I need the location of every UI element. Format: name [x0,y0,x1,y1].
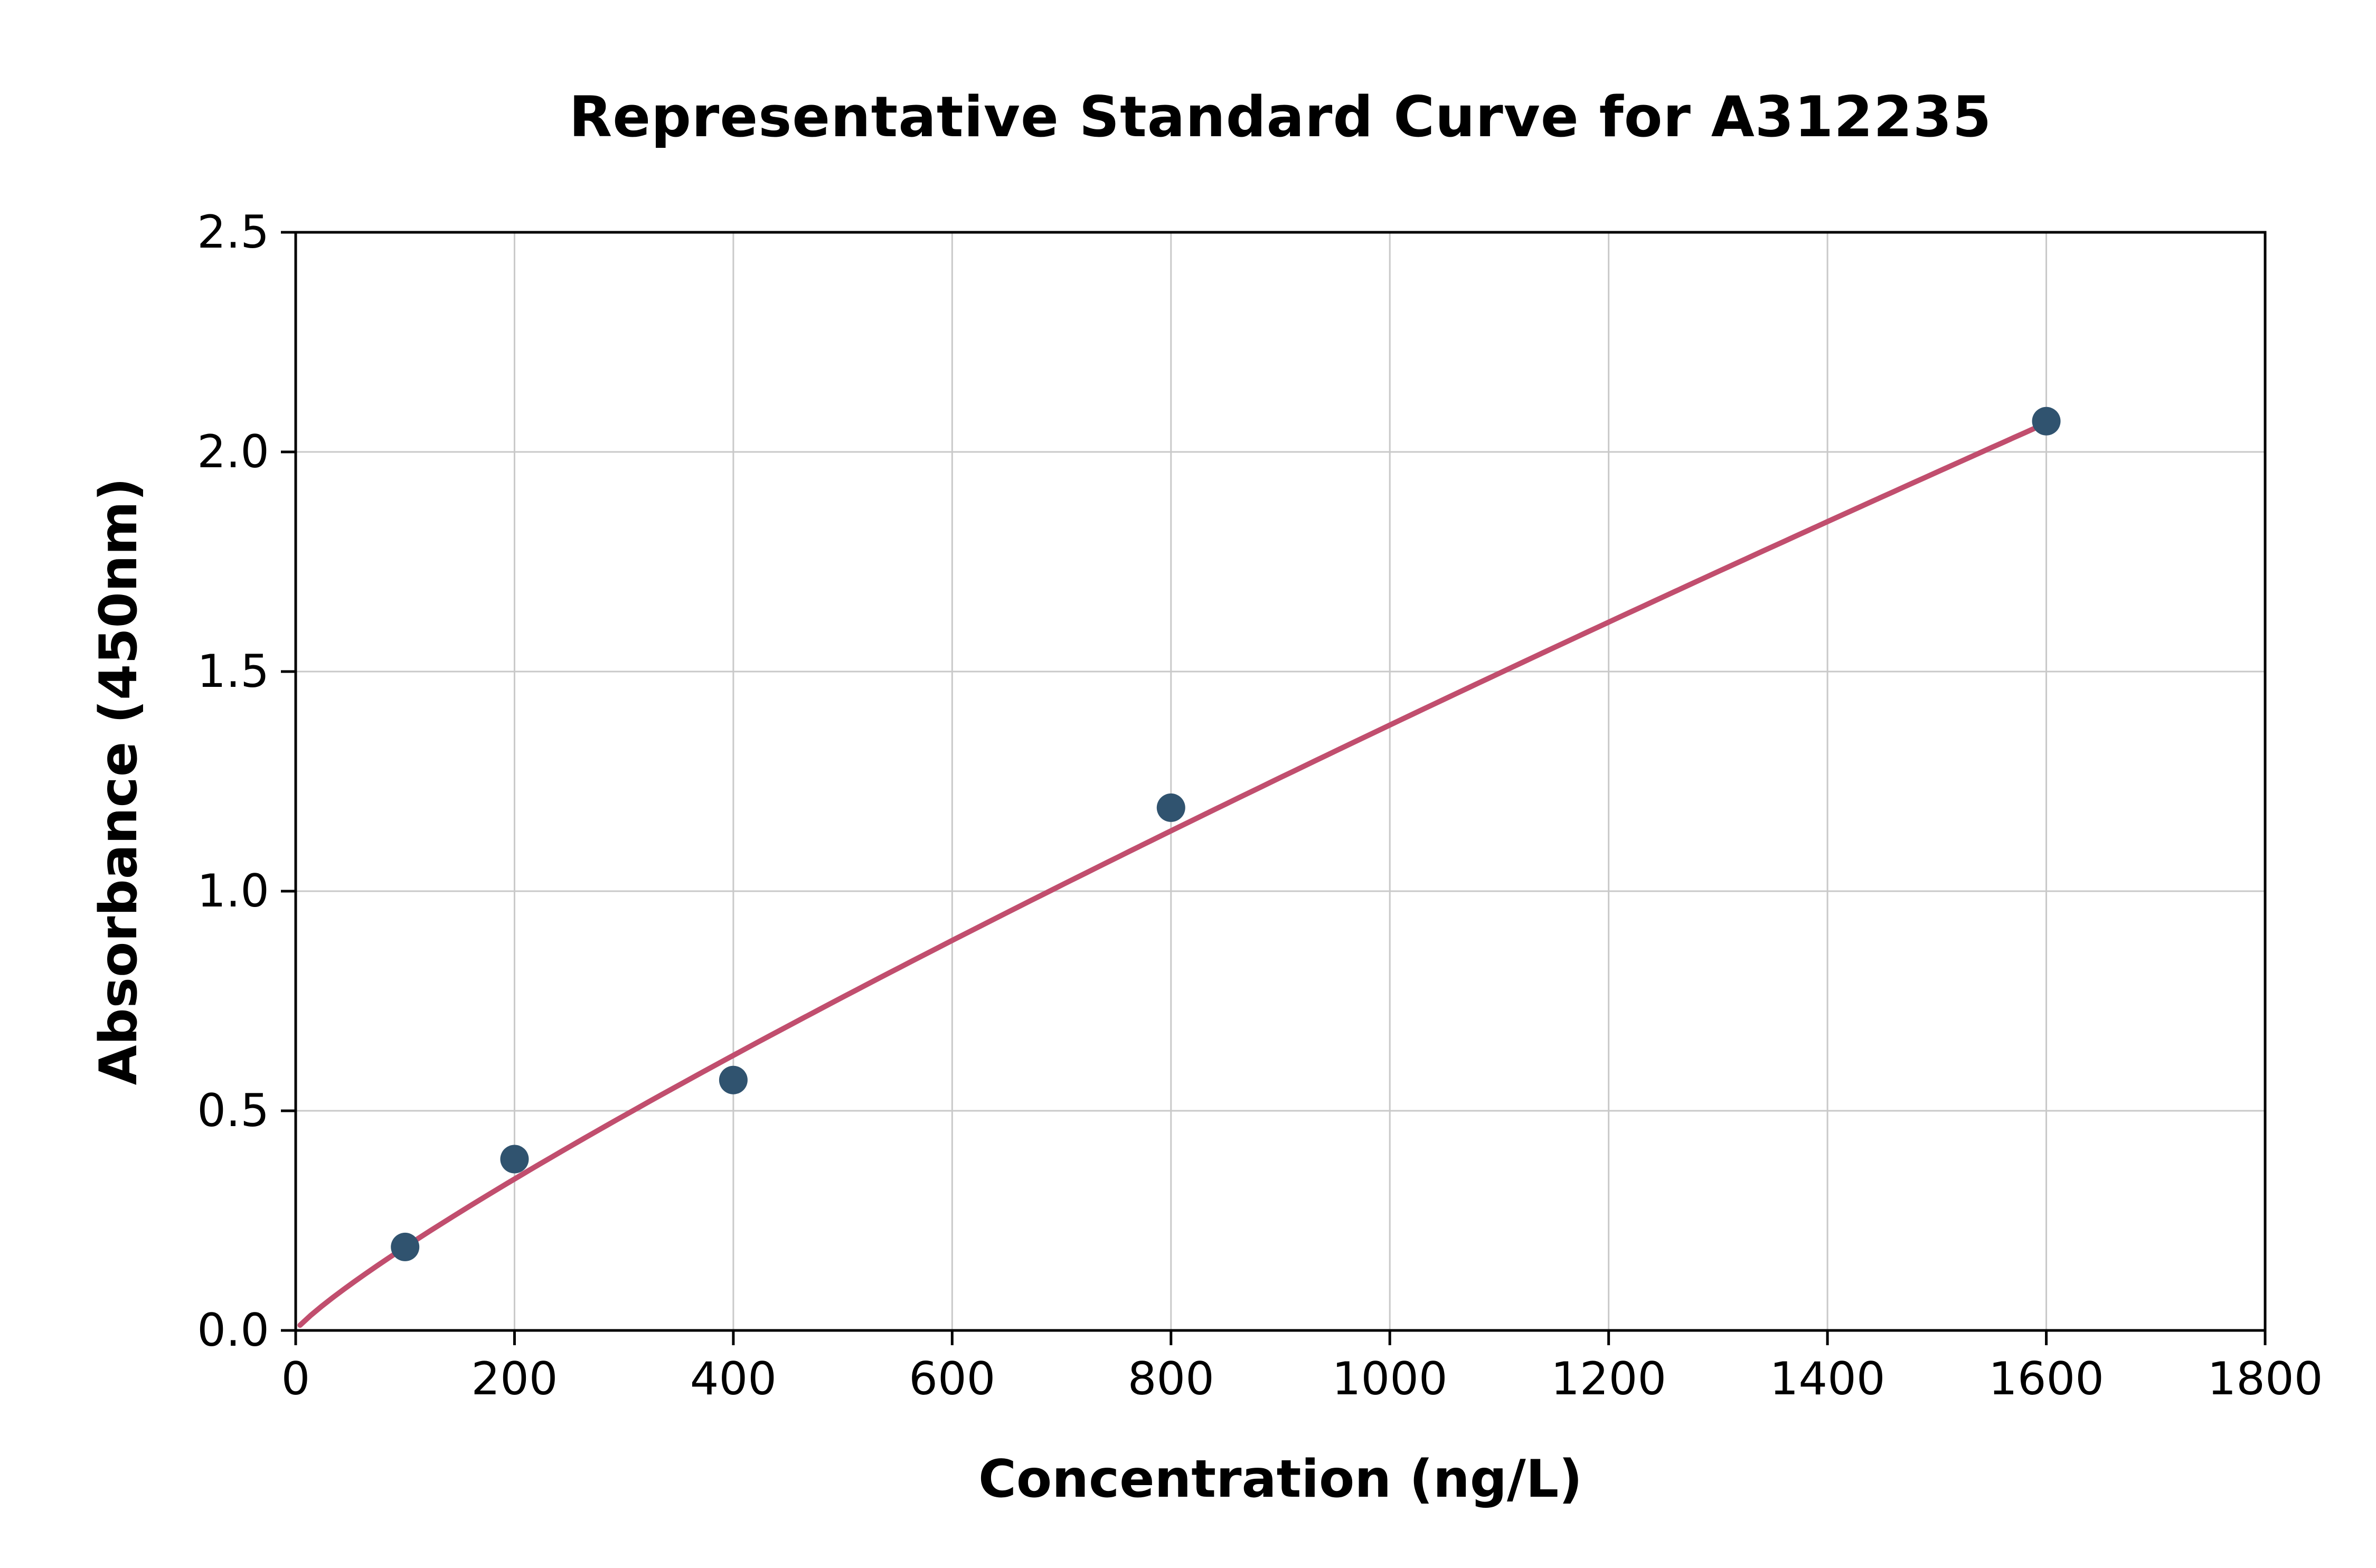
x-tick-label: 600 [909,1353,995,1405]
data-point [2032,407,2061,436]
x-tick-label: 1000 [1332,1353,1448,1405]
y-tick-label: 2.0 [197,426,269,478]
y-tick-label: 0.0 [197,1304,269,1357]
x-tick-label: 1200 [1551,1353,1666,1405]
data-point [1156,793,1185,822]
data-point [500,1145,529,1174]
plot-frame [294,231,2267,1332]
data-point [719,1065,748,1094]
y-tick-label: 1.5 [197,645,269,698]
x-tick-label: 200 [471,1353,558,1405]
y-axis-label: Absorbance (450nm) [89,477,149,1085]
fit-curve-line [297,420,2049,1328]
x-tick-label: 1800 [2208,1353,2323,1405]
x-axis-label: Concentration (ng/L) [978,1449,1583,1509]
x-tick-label: 800 [1128,1353,1214,1405]
chart-title: Representative Standard Curve for A31223… [569,84,1992,149]
data-point [391,1232,420,1261]
x-tick-label: 0 [281,1353,310,1405]
x-tick-label: 1400 [1770,1353,1885,1405]
x-tick-label: 400 [690,1353,777,1405]
y-tick-label: 2.5 [197,206,269,259]
x-tick-label: 1600 [1988,1353,2104,1405]
y-tick-label: 0.5 [197,1084,269,1137]
y-tick-label: 1.0 [197,865,269,918]
